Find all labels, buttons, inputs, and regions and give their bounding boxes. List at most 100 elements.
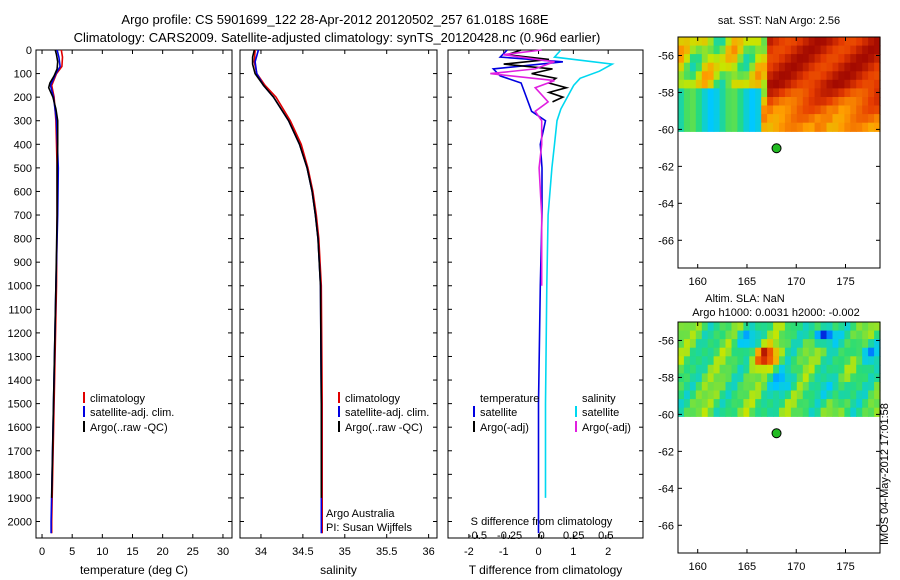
heat-cell bbox=[874, 373, 881, 383]
heat-cell bbox=[802, 71, 810, 81]
heat-cell bbox=[725, 71, 732, 81]
heat-cell bbox=[773, 330, 780, 340]
heat-cell bbox=[832, 382, 839, 392]
heat-cell bbox=[707, 105, 715, 115]
heat-cell bbox=[683, 62, 691, 72]
heat-cell bbox=[820, 373, 828, 383]
heat-cell bbox=[743, 62, 750, 72]
lat-tick-label: -62 bbox=[658, 161, 674, 173]
heat-cell bbox=[719, 373, 727, 383]
heat-cell bbox=[826, 330, 833, 340]
heat-cell bbox=[784, 356, 792, 366]
lon-tick-label: 160 bbox=[689, 276, 707, 288]
heat-cell bbox=[808, 356, 816, 366]
heat-cell bbox=[820, 62, 828, 72]
heat-cell bbox=[808, 114, 816, 124]
heat-cell bbox=[796, 364, 804, 374]
temperature-panel: 0100200300400500600700800900100011001200… bbox=[8, 45, 233, 577]
heat-cell bbox=[838, 390, 845, 400]
heat-cell bbox=[856, 62, 863, 72]
heat-cell bbox=[755, 399, 762, 409]
heat-cell bbox=[779, 407, 786, 417]
heat-cell bbox=[713, 382, 721, 392]
heat-cell bbox=[856, 373, 863, 383]
heat-cell bbox=[779, 356, 786, 366]
heat-cell bbox=[862, 330, 869, 340]
heat-cell bbox=[767, 97, 774, 107]
heat-cell bbox=[695, 356, 703, 366]
legend-t-argo: Argo(-adj) bbox=[480, 422, 529, 434]
heat-cell bbox=[719, 79, 727, 89]
x-tick-label: 36 bbox=[422, 546, 434, 558]
heat-cell bbox=[868, 347, 875, 357]
heat-cell bbox=[755, 45, 762, 55]
heat-cell bbox=[862, 71, 869, 81]
heat-cell bbox=[862, 347, 869, 357]
heat-cell bbox=[731, 88, 738, 98]
heat-cell bbox=[767, 37, 774, 47]
heat-cell bbox=[689, 330, 697, 340]
heat-cell bbox=[790, 71, 798, 81]
heat-cell bbox=[755, 382, 762, 392]
heat-cell bbox=[802, 339, 810, 349]
heat-cell bbox=[868, 37, 875, 47]
heat-cell bbox=[826, 373, 833, 383]
x-tick-label: 34 bbox=[255, 546, 267, 558]
heat-cell bbox=[850, 390, 857, 400]
heat-cell bbox=[874, 45, 881, 55]
heat-cell bbox=[826, 322, 833, 332]
heat-cell bbox=[689, 339, 697, 349]
heat-cell bbox=[737, 114, 744, 124]
heat-cell bbox=[749, 88, 756, 98]
heat-cell bbox=[856, 339, 863, 349]
heat-cell bbox=[678, 356, 685, 366]
heat-cell bbox=[862, 37, 869, 47]
heat-cell bbox=[707, 373, 715, 383]
heat-cell bbox=[838, 322, 845, 332]
heat-cell bbox=[802, 399, 810, 409]
heat-cell bbox=[838, 88, 845, 98]
heat-cell bbox=[761, 62, 768, 72]
heat-cell bbox=[808, 105, 816, 115]
heat-cell bbox=[844, 122, 851, 132]
heat-cell bbox=[779, 322, 786, 332]
heat-cell bbox=[767, 322, 774, 332]
heat-cell bbox=[868, 88, 875, 98]
heat-cell bbox=[719, 88, 727, 98]
heat-cell bbox=[761, 71, 768, 81]
heat-cell bbox=[761, 347, 768, 357]
heat-cell bbox=[695, 390, 703, 400]
heat-cell bbox=[844, 399, 851, 409]
heat-cell bbox=[832, 373, 839, 383]
heat-cell bbox=[826, 71, 833, 81]
sla-map-title: Altim. SLA: NaN bbox=[705, 293, 785, 305]
depth-tick-label: 900 bbox=[14, 257, 32, 269]
heat-cell bbox=[868, 122, 875, 132]
heat-cell bbox=[826, 54, 833, 64]
heat-cell bbox=[814, 71, 822, 81]
x-tick-label: 1 bbox=[570, 546, 576, 558]
lat-tick-label: -56 bbox=[658, 335, 674, 347]
heat-cell bbox=[773, 356, 780, 366]
heat-cell bbox=[832, 54, 839, 64]
heat-cell bbox=[779, 114, 786, 124]
heat-cell bbox=[713, 88, 721, 98]
lon-tick-label: 170 bbox=[787, 561, 805, 573]
heat-cell bbox=[701, 71, 709, 81]
heat-cell bbox=[678, 105, 685, 115]
heat-cell bbox=[862, 407, 869, 417]
heat-cell bbox=[820, 407, 828, 417]
heat-cell bbox=[689, 37, 697, 47]
heat-cell bbox=[820, 399, 828, 409]
x-tick-label: 2 bbox=[605, 546, 611, 558]
heat-cell bbox=[725, 373, 732, 383]
heat-cell bbox=[784, 105, 792, 115]
depth-tick-label: 1200 bbox=[8, 328, 32, 340]
heat-cell bbox=[796, 37, 804, 47]
heat-cell bbox=[784, 37, 792, 47]
heat-cell bbox=[713, 356, 721, 366]
heat-cell bbox=[701, 364, 709, 374]
heat-cell bbox=[808, 407, 816, 417]
heat-cell bbox=[743, 45, 750, 55]
